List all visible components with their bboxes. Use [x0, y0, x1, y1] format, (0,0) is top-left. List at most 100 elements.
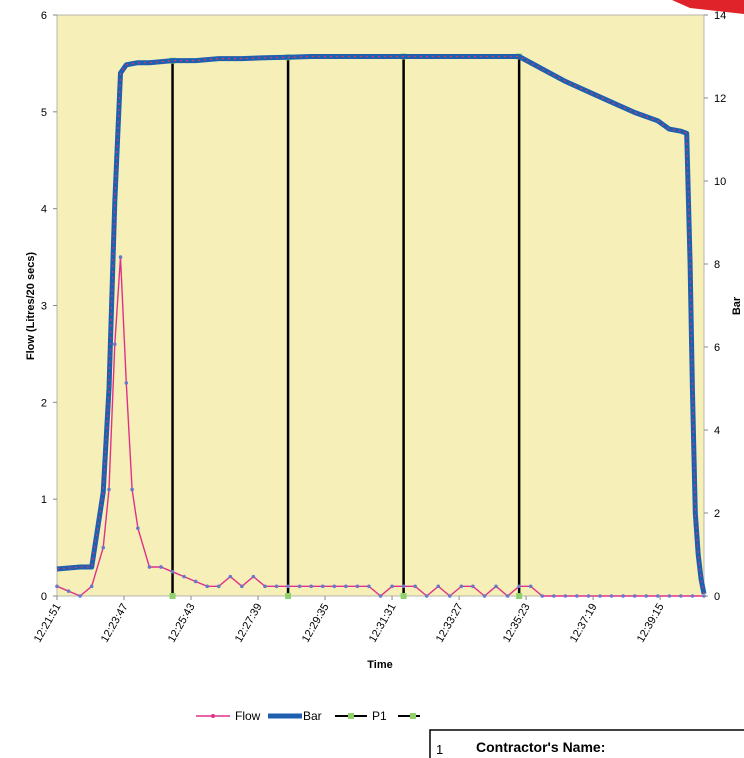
- flow-point: [679, 594, 683, 598]
- y-right-tick-label: 12: [714, 93, 726, 105]
- y-right-tick-label: 8: [714, 259, 720, 271]
- y-left-tick-label: 0: [41, 591, 47, 603]
- flow-point: [118, 255, 123, 259]
- info-box: 1 Contractor's Name:: [429, 729, 744, 758]
- p1-marker-bottom-point: [400, 593, 407, 599]
- flow-point: [459, 584, 464, 589]
- x-axis-title: Time: [367, 659, 392, 671]
- flow-point: [471, 584, 475, 589]
- y-right-tick-label: 2: [714, 508, 720, 520]
- flow-point: [482, 594, 487, 598]
- flow-point: [107, 487, 111, 492]
- flow-point: [112, 342, 117, 347]
- flow-point: [297, 584, 302, 589]
- flow-point: [193, 579, 198, 584]
- flow-point: [274, 584, 279, 589]
- flow-point: [182, 574, 186, 579]
- flow-point: [240, 584, 244, 589]
- flow-point: [632, 594, 637, 598]
- flow-point: [390, 584, 394, 589]
- y-axis-left-title: Flow (Litres/20 secs): [25, 252, 37, 361]
- flow-point: [205, 584, 209, 589]
- y-left-tick-label: 4: [41, 204, 47, 216]
- y-right-tick-label: 4: [714, 425, 720, 437]
- legend-label-p1: P1: [372, 709, 387, 723]
- info-box-label: Contractor's Name:: [476, 739, 605, 755]
- x-tick-label: 12:29:35: [300, 602, 332, 645]
- series-flow-line: [56, 257, 704, 597]
- flow-point: [101, 545, 106, 550]
- y-right-tick-label: 0: [714, 591, 720, 603]
- info-box-number: 1: [436, 742, 443, 757]
- flow-point: [528, 584, 533, 589]
- x-tick-label: 12:21:51: [32, 602, 64, 645]
- flow-point: [448, 594, 452, 598]
- flow-point: [251, 574, 256, 579]
- x-tick-label: 12:33:27: [434, 602, 466, 645]
- flow-point: [598, 594, 602, 598]
- legend-label-flow: Flow: [235, 709, 261, 723]
- flow-point: [540, 594, 545, 598]
- flow-point: [690, 594, 695, 598]
- flow-point: [667, 594, 672, 598]
- p1-marker-bottom-point: [169, 593, 176, 599]
- flow-point: [309, 584, 313, 589]
- flow-point: [55, 584, 59, 589]
- flow-point: [494, 584, 498, 589]
- legend-label-bar: Bar: [303, 709, 322, 723]
- flow-point: [378, 594, 383, 598]
- flow-point: [586, 594, 591, 598]
- x-tick-label: 12:35:23: [501, 602, 533, 645]
- flow-point: [228, 574, 233, 579]
- flow-point: [621, 594, 625, 598]
- red-arrow-shape: [672, 0, 744, 14]
- flow-point: [413, 584, 417, 589]
- x-tick-label: 12:27:39: [233, 602, 265, 645]
- flow-point: [401, 584, 406, 589]
- y-right-tick-label: 10: [714, 176, 726, 188]
- flow-point: [552, 594, 556, 598]
- p1-marker-bottom-point: [285, 593, 292, 599]
- flow-point: [436, 584, 441, 589]
- legend: Flow Bar P1: [196, 709, 420, 723]
- x-tick-label: 12:37:19: [568, 602, 600, 645]
- flow-point: [286, 584, 290, 589]
- x-tick-label: 12:23:47: [99, 602, 131, 645]
- y-left-tick-label: 6: [41, 10, 47, 22]
- flow-point: [563, 594, 568, 598]
- flow-point: [147, 565, 152, 569]
- y-right-tick-label: 6: [714, 342, 720, 354]
- flow-point: [89, 584, 94, 589]
- flow-point: [424, 594, 429, 598]
- flow-point: [263, 584, 267, 589]
- y-right-tick-label: 14: [714, 10, 726, 22]
- y-left-tick-label: 3: [41, 301, 47, 313]
- flow-point: [517, 584, 521, 589]
- x-tick-label: 12:39:15: [635, 602, 667, 645]
- flow-point: [124, 381, 129, 385]
- flow-point: [170, 569, 175, 574]
- x-tick-label: 12:31:31: [367, 602, 399, 645]
- flow-point: [655, 594, 660, 598]
- flow-point: [575, 594, 579, 598]
- flow-point: [367, 584, 371, 589]
- y-left-tick-label: 1: [41, 494, 47, 506]
- flow-point: [136, 526, 140, 531]
- flow-point: [355, 584, 360, 589]
- flow-point: [332, 584, 337, 589]
- flow-point: [78, 594, 82, 598]
- flow-point: [216, 584, 221, 589]
- flow-point: [644, 594, 649, 598]
- y-left-tick-label: 2: [41, 397, 47, 409]
- series-bar-dots: [56, 55, 705, 595]
- p1-marker-bottom-point: [516, 593, 523, 599]
- y-left-tick-label: 5: [41, 107, 47, 119]
- flow-point: [130, 487, 134, 492]
- flow-point: [66, 589, 71, 593]
- flow-point: [159, 565, 163, 569]
- y-axis-right-title: Bar: [731, 296, 743, 315]
- plot-area: [56, 14, 705, 597]
- flow-point: [609, 594, 614, 598]
- flow-point: [344, 584, 348, 589]
